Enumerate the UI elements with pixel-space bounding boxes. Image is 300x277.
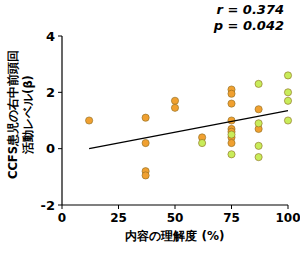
point — [228, 151, 235, 158]
point — [142, 114, 149, 121]
point — [284, 72, 291, 79]
y-axis — [61, 36, 62, 205]
point — [284, 97, 291, 104]
x-label: 内容の理解度 (%) — [125, 229, 224, 243]
x-tick-label: 75 — [223, 211, 240, 225]
x-tick-label: 25 — [110, 211, 127, 225]
point — [199, 139, 206, 146]
point — [284, 117, 291, 124]
y-tick-label: -2 — [41, 198, 55, 213]
point — [171, 104, 178, 111]
point — [171, 97, 178, 104]
chart: 0255075100-2024内容の理解度 (%)CCFS患児の右中前頭回活動レ… — [0, 0, 300, 277]
y-tick — [58, 148, 62, 149]
point — [255, 120, 262, 127]
point — [228, 131, 235, 138]
point — [86, 117, 93, 124]
y-tick — [58, 205, 62, 206]
annotation: r = 0.374 — [217, 2, 284, 17]
y-tick-label: 0 — [46, 141, 55, 156]
point — [228, 90, 235, 97]
y-tick — [58, 92, 62, 93]
point — [255, 80, 262, 87]
x-tick — [118, 205, 119, 209]
y-tick — [58, 36, 62, 37]
y-tick-label: 2 — [46, 85, 55, 100]
x-tick — [62, 205, 63, 209]
x-tick-label: 0 — [58, 211, 66, 225]
x-tick-label: 50 — [167, 211, 184, 225]
point — [142, 139, 149, 146]
point — [228, 100, 235, 107]
x-tick — [175, 205, 176, 209]
y-label: CCFS患児の右中前頭回 — [6, 50, 20, 179]
trend-line — [89, 111, 288, 149]
point — [228, 139, 235, 146]
point — [255, 106, 262, 113]
x-tick — [231, 205, 232, 209]
y-tick-label: 4 — [46, 29, 55, 44]
plot-area — [86, 72, 292, 179]
x-tick-label: 100 — [275, 211, 300, 225]
x-tick — [288, 205, 289, 209]
point — [284, 89, 291, 96]
point — [255, 154, 262, 161]
point — [142, 172, 149, 179]
annotation: p = 0.042 — [213, 18, 284, 33]
y-label: 活動レベル(β) — [21, 75, 35, 155]
point — [255, 142, 262, 149]
